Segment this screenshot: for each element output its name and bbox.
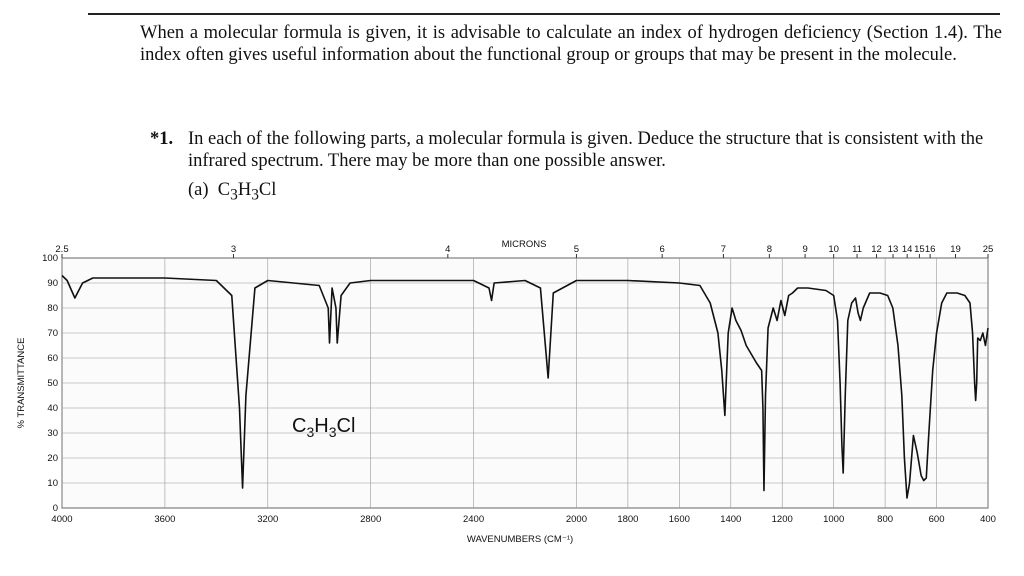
formula-element: C [217,180,231,200]
x-tick-label: 2400 [463,514,484,525]
top-axis-title: MICRONS [502,239,547,250]
top-tick-label: 2.5 [55,244,68,255]
y-tick-label: 70 [47,328,58,339]
formula: C3H3Cl [217,180,277,204]
intro-paragraph: When a molecular formula is given, it is… [140,23,1002,65]
problem-text: In each of the following parts, a molecu… [188,129,984,171]
top-tick-label: 10 [828,244,839,255]
top-tick-label: 25 [983,244,994,255]
x-tick-label: 400 [980,514,996,525]
top-tick-label: 4 [445,244,450,255]
x-tick-label: 1800 [617,514,638,525]
top-tick-label: 19 [950,244,961,255]
y-tick-label: 20 [47,453,58,464]
top-tick-label: 7 [721,244,726,255]
formula-element: H [237,180,252,200]
x-tick-label: 1400 [720,514,741,525]
x-tick-label: 4000 [51,514,72,525]
y-tick-label: 40 [47,403,58,414]
top-tick-label: 3 [231,244,236,255]
annotation-subscript: 3 [306,424,314,440]
x-tick-label: 1600 [669,514,690,525]
y-tick-label: 10 [47,478,58,489]
part-a: (a) C3H3Cl [188,180,276,205]
annotation-subscript: 3 [329,424,337,440]
annotation-element: H [314,415,328,437]
top-tick-label: 11 [852,244,862,255]
x-tick-label: 3200 [257,514,278,525]
x-tick-label: 1000 [823,514,844,525]
formula-subscript: 3 [251,186,259,204]
x-tick-label: 2800 [360,514,381,525]
top-tick-label: 6 [660,244,665,255]
top-rule [88,13,1000,15]
formula-element: Cl [258,180,277,200]
y-tick-label: 100 [42,253,58,264]
x-tick-label: 800 [877,514,893,525]
problem-number: *1. [150,129,174,149]
x-tick-label: 1200 [772,514,793,525]
y-tick-label: 50 [47,378,58,389]
top-tick-label: 5 [574,244,579,255]
spectrum-line [61,274,989,499]
top-tick-label: 15 [914,244,925,255]
part-label: (a) [188,180,209,200]
top-tick-label: 9 [802,244,807,255]
x-axis-title: WAVENUMBERS (CM⁻¹) [467,534,573,545]
top-tick-label: 14 [902,244,913,255]
formula-subscript: 3 [230,186,238,204]
y-tick-label: 0 [53,503,58,514]
y-tick-label: 90 [47,278,58,289]
annotation-element: Cl [337,415,356,437]
x-tick-label: 2000 [566,514,587,525]
y-tick-label: 60 [47,353,58,364]
top-tick-label: 12 [871,244,882,255]
top-tick-label: 16 [925,244,936,255]
top-tick-label: 13 [888,244,899,255]
problem: *1. In each of the following parts, a mo… [150,128,1002,172]
y-axis-title: % TRANSMITTANCE [16,338,27,429]
y-tick-label: 80 [47,303,58,314]
top-tick-label: 8 [767,244,772,255]
spectrum-annotation: C3H3Cl [292,415,355,440]
annotation-element: C [292,415,306,437]
x-tick-label: 3600 [154,514,175,525]
x-tick-label: 600 [929,514,945,525]
y-tick-label: 30 [47,428,58,439]
